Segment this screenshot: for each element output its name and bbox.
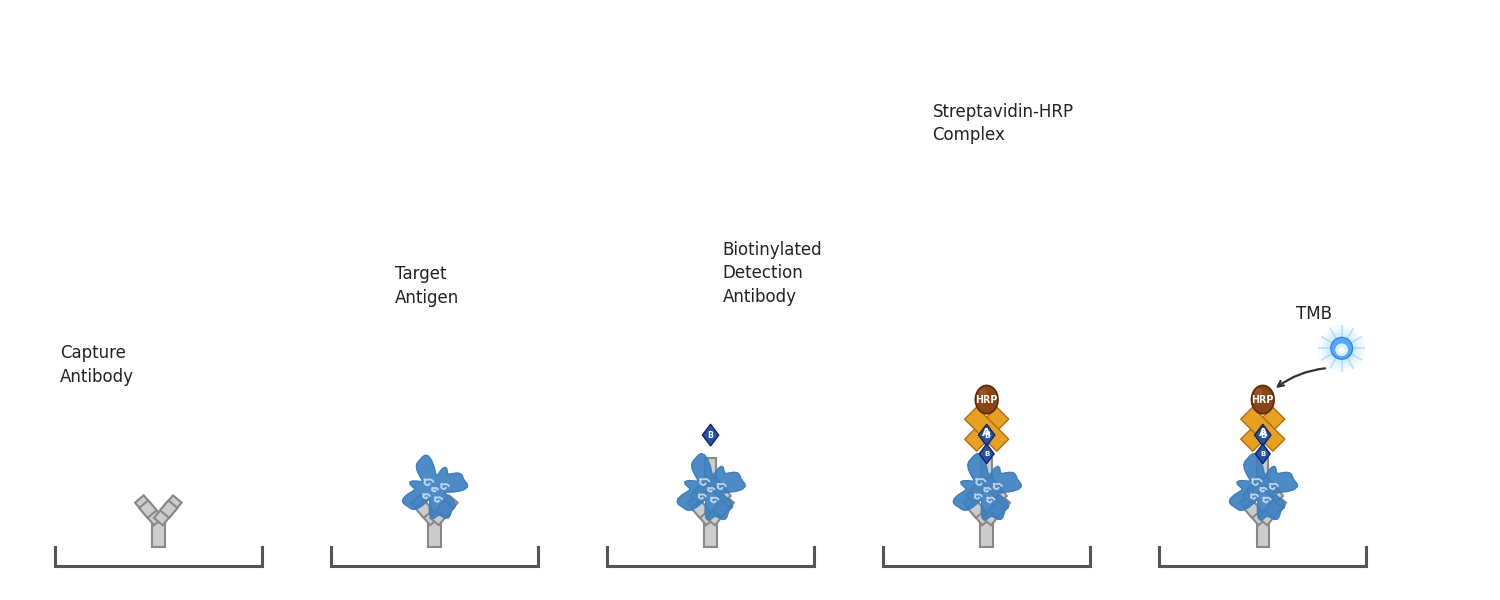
Polygon shape: [964, 407, 1008, 451]
Circle shape: [1335, 343, 1348, 356]
Text: Streptavidin-HRP
Complex: Streptavidin-HRP Complex: [933, 103, 1074, 145]
Polygon shape: [436, 500, 453, 518]
Text: B: B: [984, 451, 990, 457]
Text: TMB: TMB: [1296, 305, 1332, 323]
Polygon shape: [970, 482, 986, 498]
Polygon shape: [687, 496, 716, 525]
Polygon shape: [980, 444, 994, 464]
Polygon shape: [963, 496, 992, 525]
Text: A: A: [982, 428, 992, 437]
Ellipse shape: [978, 388, 987, 397]
Text: Biotinylated
Detection
Antibody: Biotinylated Detection Antibody: [723, 241, 822, 306]
Polygon shape: [706, 476, 730, 502]
Polygon shape: [978, 424, 994, 446]
Circle shape: [1338, 347, 1344, 353]
Polygon shape: [981, 458, 992, 479]
Polygon shape: [1264, 482, 1280, 498]
Polygon shape: [1242, 476, 1266, 502]
Polygon shape: [1239, 496, 1268, 525]
Polygon shape: [702, 424, 718, 446]
Polygon shape: [1257, 521, 1269, 547]
Polygon shape: [427, 521, 441, 547]
Polygon shape: [705, 521, 717, 547]
Circle shape: [1322, 329, 1362, 368]
Polygon shape: [676, 454, 746, 520]
Polygon shape: [964, 407, 1008, 451]
Polygon shape: [982, 476, 1006, 502]
Polygon shape: [1240, 407, 1286, 451]
Polygon shape: [1254, 424, 1270, 446]
Polygon shape: [712, 482, 728, 498]
Polygon shape: [988, 482, 1004, 498]
Polygon shape: [706, 496, 734, 525]
Polygon shape: [692, 500, 709, 518]
Polygon shape: [982, 496, 1010, 525]
Polygon shape: [1244, 500, 1262, 518]
Polygon shape: [712, 500, 729, 518]
Text: B: B: [1260, 431, 1266, 440]
Polygon shape: [152, 521, 165, 547]
Polygon shape: [968, 500, 986, 518]
Polygon shape: [1230, 454, 1298, 520]
Polygon shape: [154, 496, 182, 525]
Polygon shape: [402, 455, 468, 518]
Polygon shape: [1257, 458, 1268, 479]
Text: Capture
Antibody: Capture Antibody: [60, 344, 134, 386]
Polygon shape: [690, 476, 714, 502]
Ellipse shape: [975, 385, 998, 414]
Text: B: B: [984, 431, 990, 440]
Text: B: B: [708, 431, 714, 440]
Text: HRP: HRP: [975, 395, 998, 404]
Polygon shape: [1256, 444, 1270, 464]
Polygon shape: [952, 454, 1022, 520]
Polygon shape: [416, 500, 434, 518]
Polygon shape: [981, 521, 993, 547]
Polygon shape: [694, 482, 709, 498]
Polygon shape: [430, 496, 457, 525]
Text: B: B: [1260, 451, 1266, 457]
Polygon shape: [135, 496, 162, 525]
Ellipse shape: [1251, 385, 1274, 414]
Polygon shape: [160, 500, 177, 518]
Text: Target
Antigen: Target Antigen: [394, 265, 459, 307]
Circle shape: [1330, 337, 1353, 360]
Polygon shape: [1258, 476, 1282, 502]
Polygon shape: [1240, 407, 1286, 451]
Polygon shape: [411, 496, 440, 525]
Polygon shape: [1258, 496, 1286, 525]
Text: A: A: [1258, 428, 1268, 437]
Ellipse shape: [1256, 388, 1263, 397]
Circle shape: [1330, 337, 1353, 359]
Polygon shape: [140, 500, 156, 518]
Circle shape: [1318, 325, 1365, 372]
Polygon shape: [988, 500, 1006, 518]
Polygon shape: [705, 458, 716, 479]
Polygon shape: [966, 476, 990, 502]
Text: HRP: HRP: [1251, 395, 1274, 404]
Polygon shape: [1246, 482, 1262, 498]
Polygon shape: [1264, 500, 1282, 518]
Circle shape: [1326, 332, 1358, 364]
